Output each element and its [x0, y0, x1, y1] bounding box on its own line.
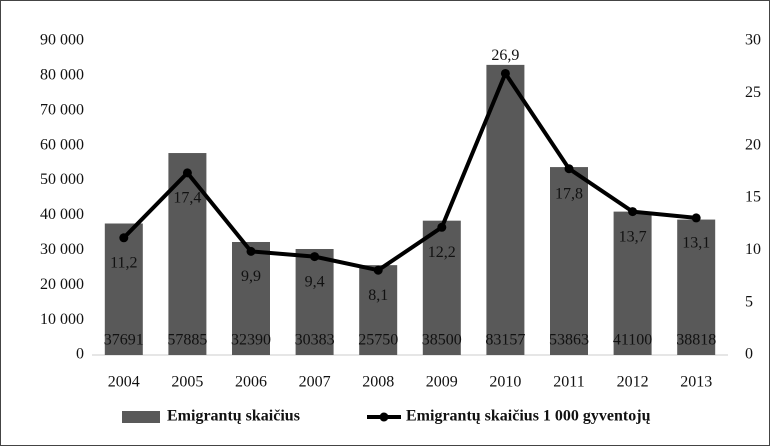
bar	[613, 211, 652, 355]
y-tick-label: 70 000	[40, 101, 84, 118]
y2-tick-label: 25	[745, 84, 761, 101]
y-tick-label: 50 000	[40, 171, 84, 188]
y-tick-label: 60 000	[40, 136, 84, 153]
bar	[232, 241, 270, 355]
x-tick-label: 2010	[489, 374, 521, 391]
y-tick-label: 30 000	[40, 241, 84, 258]
bar	[422, 220, 461, 355]
bar-value-label: 38500	[422, 332, 462, 349]
bar-value-label: 30383	[295, 332, 335, 349]
legend-marker	[379, 412, 389, 422]
line-point	[437, 222, 447, 232]
line-point	[500, 68, 510, 78]
bar-value-label: 41100	[613, 332, 652, 349]
line-value-label: 13,7	[619, 228, 647, 245]
line-point	[246, 246, 256, 256]
bar	[677, 219, 716, 355]
y-tick-label: 10 000	[40, 311, 84, 328]
x-tick-label: 2013	[680, 374, 712, 391]
y2-tick-label: 10	[745, 241, 761, 258]
bar-value-label: 53863	[549, 332, 589, 349]
y-tick-label: 40 000	[40, 206, 84, 223]
x-tick-label: 2008	[362, 374, 394, 391]
y2-tick-label: 20	[745, 136, 761, 153]
bar-value-label: 57885	[167, 332, 207, 349]
bar-value-label: 83157	[485, 332, 525, 349]
line-point	[373, 265, 383, 275]
legend-label: Emigrantų skaičius 1 000 gyventojų	[406, 408, 651, 425]
line-point	[691, 213, 701, 223]
line-point	[628, 207, 638, 217]
y2-tick-label: 0	[745, 346, 753, 363]
line-point	[182, 168, 192, 178]
x-tick-label: 2012	[617, 374, 649, 391]
line-value-label: 9,4	[305, 273, 325, 290]
bar-value-label: 38818	[676, 332, 716, 349]
y-tick-label: 0	[76, 346, 84, 363]
legend-label: Emigrantų skaičius	[167, 408, 300, 425]
y2-tick-label: 5	[745, 293, 753, 310]
line-value-label: 9,9	[241, 268, 261, 285]
bar-value-label: 32390	[231, 332, 271, 349]
line-value-label: 26,9	[491, 47, 519, 64]
x-tick-label: 2006	[235, 374, 267, 391]
line-point	[119, 233, 129, 243]
bar	[104, 223, 143, 355]
line-value-label: 11,2	[110, 254, 137, 271]
bar	[359, 265, 398, 355]
bar-value-label: 37691	[104, 332, 144, 349]
y2-tick-label: 30	[745, 32, 761, 49]
bar	[550, 167, 588, 355]
line-value-label: 17,4	[173, 190, 201, 207]
y-tick-label: 20 000	[40, 276, 84, 293]
x-tick-label: 2004	[108, 374, 140, 391]
bar-value-label: 25750	[358, 332, 398, 349]
y-tick-label: 80 000	[40, 67, 84, 84]
x-tick-label: 2011	[553, 374, 584, 391]
bar	[486, 64, 525, 356]
y2-tick-label: 15	[745, 189, 761, 206]
line-value-label: 8,1	[368, 287, 388, 304]
x-tick-label: 2009	[426, 374, 458, 391]
legend-swatch	[122, 411, 160, 423]
bar	[168, 153, 207, 355]
line-value-label: 17,8	[555, 185, 583, 202]
line-point	[310, 252, 320, 262]
x-tick-label: 2005	[171, 374, 203, 391]
y-tick-label: 90 000	[40, 32, 84, 49]
line	[122, 71, 697, 273]
line-value-label: 12,2	[428, 244, 456, 261]
bar	[295, 248, 334, 355]
line-value-label: 13,1	[682, 235, 710, 252]
line-point	[564, 164, 574, 174]
x-tick-label: 2007	[299, 374, 331, 391]
